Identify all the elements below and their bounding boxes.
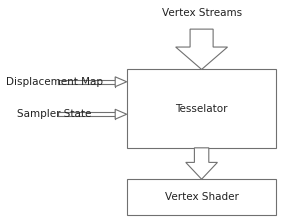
Polygon shape (115, 77, 127, 87)
Bar (127, 179, 276, 215)
Text: Sampler State: Sampler State (17, 109, 92, 119)
Polygon shape (186, 148, 217, 179)
Text: Vertex Shader: Vertex Shader (165, 192, 238, 202)
Bar (127, 69, 276, 148)
Text: Vertex Streams: Vertex Streams (162, 9, 242, 18)
Text: Tesselator: Tesselator (175, 104, 228, 114)
Polygon shape (176, 29, 228, 69)
Polygon shape (115, 109, 127, 119)
Text: Displacement Map: Displacement Map (6, 77, 103, 87)
